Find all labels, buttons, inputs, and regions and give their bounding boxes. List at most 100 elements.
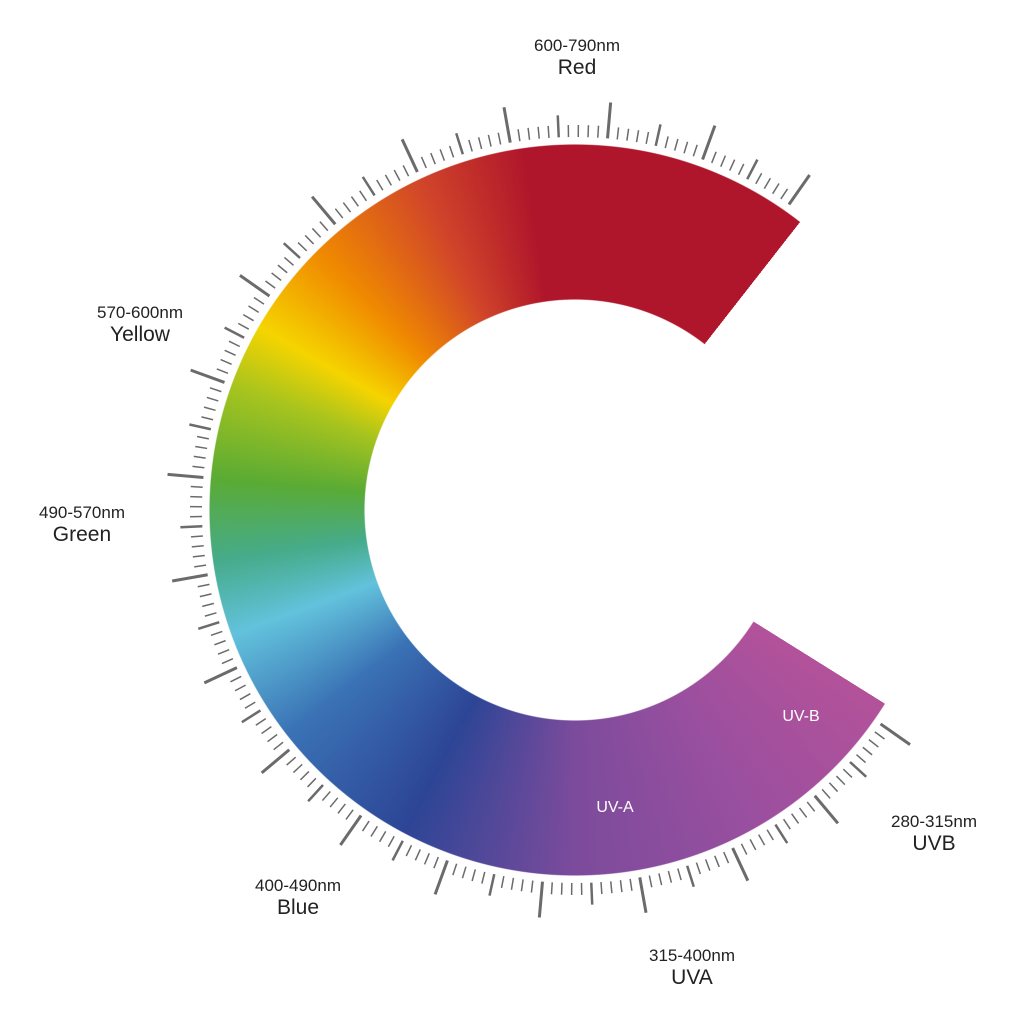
tick (849, 761, 868, 778)
band-label: 400-490nm Blue (255, 876, 341, 920)
band-label: 570-600nm Yellow (97, 303, 183, 347)
tick (821, 788, 831, 799)
tick (774, 823, 789, 844)
tick (500, 876, 505, 889)
tick (780, 188, 789, 200)
tick (448, 145, 455, 158)
tick (787, 174, 811, 206)
tick (370, 825, 378, 837)
tick (267, 733, 278, 743)
tick (772, 183, 780, 195)
tick (723, 851, 730, 864)
tick (361, 820, 370, 832)
tick (862, 746, 873, 756)
tick (197, 583, 210, 588)
tick (635, 130, 640, 143)
tick (667, 870, 673, 883)
tick (277, 264, 288, 274)
tick (180, 525, 203, 529)
tick (217, 649, 230, 655)
tick (677, 868, 682, 881)
tick (711, 151, 717, 164)
tick (342, 202, 352, 213)
tick (204, 612, 217, 617)
tick (720, 155, 727, 167)
tick (714, 855, 720, 868)
tick (856, 754, 867, 764)
tick (253, 296, 265, 305)
band-range: 315-400nm (648, 946, 736, 965)
tick (239, 274, 271, 298)
tick (193, 455, 206, 459)
tick (195, 445, 208, 450)
tick (271, 272, 282, 281)
tick (737, 163, 745, 176)
tick (190, 368, 226, 384)
tick (307, 784, 324, 803)
band-name: UVA (671, 965, 713, 989)
band-range: 600-790nm (533, 36, 621, 55)
tick (310, 195, 337, 226)
tick (527, 127, 531, 140)
tick (439, 149, 446, 161)
band-name: Blue (276, 895, 320, 919)
tick (685, 865, 695, 888)
tick (282, 242, 301, 259)
tick (283, 256, 294, 266)
tick (190, 485, 203, 488)
tick (763, 177, 772, 189)
tick (201, 416, 214, 421)
tick (378, 831, 387, 843)
tick (433, 859, 449, 895)
tick (230, 675, 242, 683)
tick (433, 856, 439, 869)
tick (461, 866, 467, 879)
tick (695, 862, 702, 875)
tick (345, 809, 354, 820)
tick (423, 853, 430, 865)
band-name: Red (557, 55, 597, 79)
tick (606, 102, 613, 139)
tick (350, 196, 360, 207)
tick (311, 227, 322, 238)
tick (648, 875, 653, 888)
tick (329, 797, 339, 808)
tick (273, 741, 284, 751)
tick (658, 873, 663, 886)
band-name: Green (52, 522, 112, 546)
tick (755, 172, 763, 185)
tick (731, 847, 750, 882)
tick (191, 545, 204, 548)
tick (790, 813, 800, 824)
tick (190, 535, 203, 538)
tick (806, 801, 816, 812)
tick (171, 573, 208, 583)
tick (334, 208, 344, 219)
tick (384, 174, 392, 186)
tick (638, 877, 648, 914)
tick (746, 159, 759, 180)
tick (239, 693, 251, 701)
tick (255, 717, 267, 726)
tick (740, 843, 748, 855)
tick (199, 593, 212, 598)
tick (749, 838, 757, 851)
band-range: 570-600nm (96, 303, 184, 322)
tick (879, 722, 911, 746)
tick (224, 349, 236, 357)
tick (430, 152, 436, 165)
band-name: Yellow (110, 322, 170, 346)
tick (497, 132, 502, 145)
band-name: UVB (912, 831, 956, 855)
tick (629, 878, 633, 891)
tick (728, 159, 736, 171)
tick (248, 305, 260, 313)
tick (414, 849, 422, 861)
tick (673, 138, 679, 151)
tick (292, 763, 303, 774)
tick (261, 725, 272, 735)
tick (189, 423, 212, 431)
ring-label: UV-B (782, 708, 820, 725)
tick (221, 658, 234, 665)
